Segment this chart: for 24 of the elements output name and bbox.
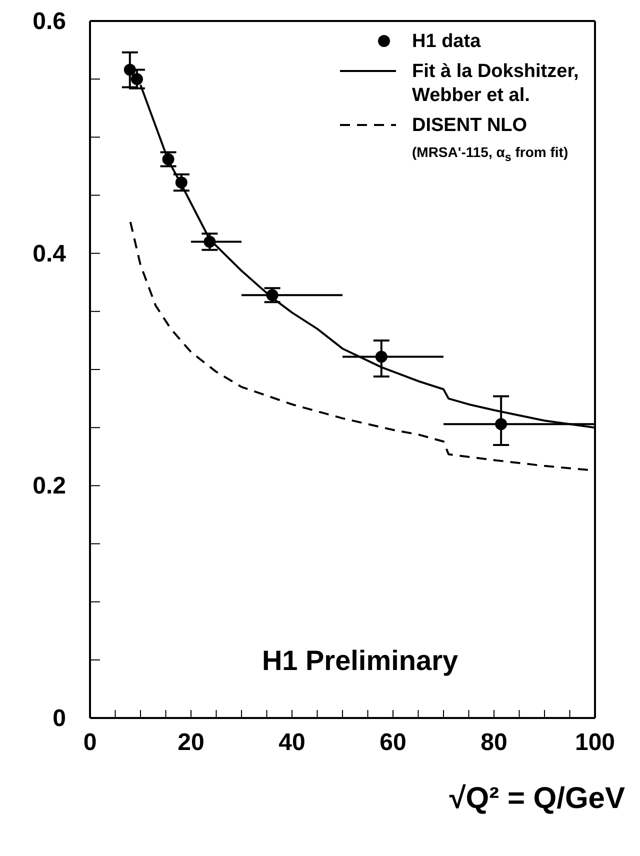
x-tick-label: 0 <box>83 729 97 756</box>
point <box>124 64 136 76</box>
annotation: (MRSA'-115, α$_{s}$ from fit) <box>412 144 570 164</box>
point <box>266 289 278 302</box>
x-tick-label: 100 <box>574 729 616 756</box>
point <box>130 73 143 86</box>
annotation: H1 Preliminary <box>262 645 458 676</box>
point <box>162 153 174 166</box>
y-tick-label: 0 <box>52 705 66 732</box>
legend-label: H1 data <box>412 30 481 54</box>
legend-label: Fit à la Dokshitzer, Webber et al. <box>412 60 580 108</box>
legend-label: DISENT NLO <box>412 114 528 138</box>
point <box>375 350 388 363</box>
y-tick-label: 0.2 <box>32 472 66 500</box>
x-axis-title: √Q² = Q/GeV <box>449 782 625 815</box>
point <box>204 236 216 248</box>
x-tick-label: 20 <box>178 729 204 756</box>
point <box>495 418 508 430</box>
x-tick-label: 80 <box>480 729 508 756</box>
point <box>175 176 188 188</box>
x-tick-label: 40 <box>278 729 306 756</box>
x-tick-label: 60 <box>380 729 406 756</box>
y-tick-label: 0.6 <box>32 8 66 35</box>
y-tick-label: 0.4 <box>32 240 67 268</box>
